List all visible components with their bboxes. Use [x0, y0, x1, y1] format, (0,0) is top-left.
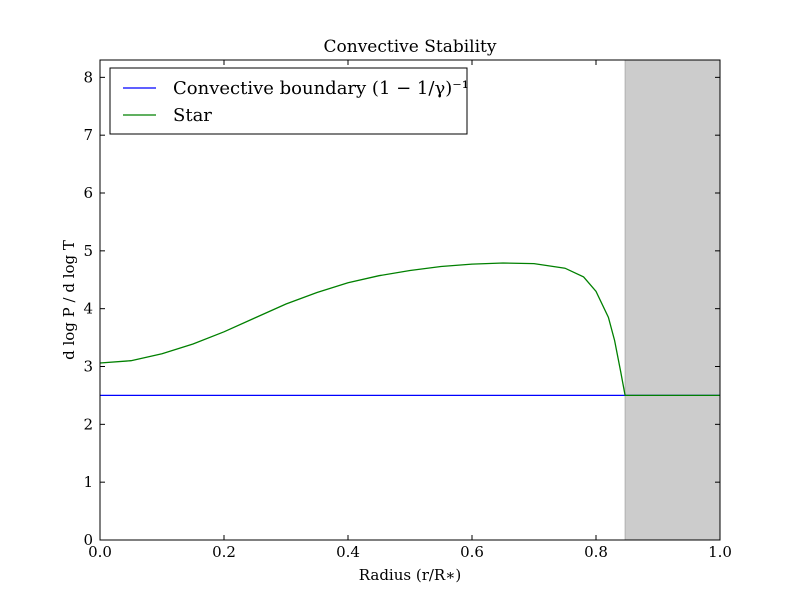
legend-label: Star	[173, 105, 212, 126]
y-tick-label: 4	[83, 300, 93, 318]
legend-label: Convective boundary (1 − 1/γ)⁻¹	[173, 78, 469, 99]
y-tick-label: 8	[83, 68, 93, 86]
plot-frame	[99, 59, 721, 541]
series-line-star	[99, 262, 720, 397]
y-tick-label: 7	[83, 126, 93, 144]
x-tick-label: 1.0	[708, 543, 732, 561]
x-tick-label: 0.6	[460, 543, 484, 561]
x-tick-label: 0.2	[212, 543, 236, 561]
legend: Convective boundary (1 − 1/γ)⁻¹ Star	[109, 67, 469, 135]
x-tick-label: 0.8	[584, 543, 608, 561]
chart-title: Convective Stability	[324, 37, 497, 57]
y-axis-label: d log P / d log T	[60, 240, 78, 360]
shaded-region	[624, 59, 721, 541]
legend-box	[109, 67, 468, 135]
x-tick-label: 0.0	[88, 543, 112, 561]
y-tick-label: 0	[83, 531, 93, 549]
x-axis-label: Radius (r/R∗)	[359, 566, 462, 584]
x-tick-label: 0.4	[336, 543, 360, 561]
y-tick-label: 2	[83, 415, 93, 433]
y-tick-label: 6	[83, 184, 93, 202]
y-tick-label: 3	[83, 358, 93, 376]
y-tick-label: 1	[83, 473, 93, 491]
y-tick-label: 5	[83, 242, 93, 260]
